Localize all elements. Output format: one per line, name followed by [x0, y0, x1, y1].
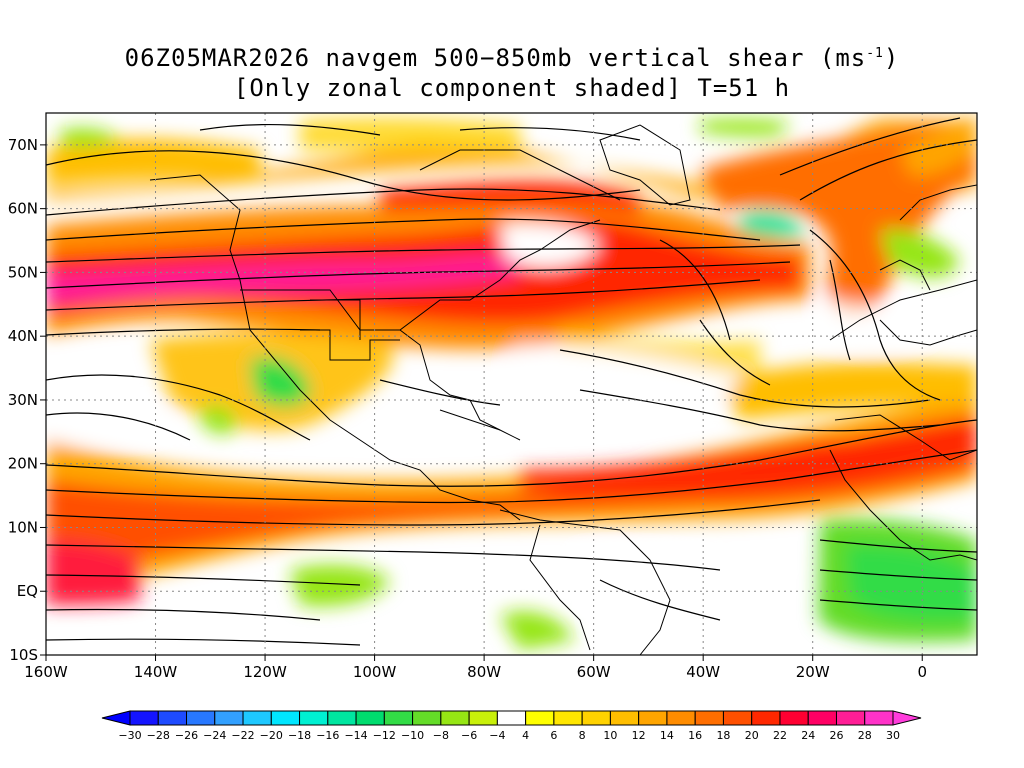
colorbar-label: 6 — [550, 729, 557, 742]
colorbar-label: 24 — [801, 729, 815, 742]
colorbar-label: 8 — [579, 729, 586, 742]
lat-label: 30N — [8, 391, 38, 409]
colorbar-label: 10 — [603, 729, 617, 742]
colorbar-label: 4 — [522, 729, 529, 742]
colorbar-label: −10 — [401, 729, 424, 742]
colorbar-swatch — [186, 710, 216, 726]
colorbar-swatch — [835, 710, 866, 726]
colorbar-swatch — [722, 710, 753, 726]
colorbar-swatch — [779, 710, 809, 726]
lon-label: 40W — [686, 663, 720, 681]
lat-label: EQ — [17, 582, 38, 600]
colorbar-swatch — [496, 710, 527, 726]
lat-label: 70N — [8, 136, 38, 154]
colorbar-label: −16 — [316, 729, 339, 742]
lon-label: 0 — [917, 663, 927, 681]
lat-label: 10N — [8, 518, 38, 536]
grid-lines — [46, 113, 977, 655]
title-line-1-text: 06Z05MAR2026 navgem 500−850mb vertical s… — [124, 44, 867, 72]
coastlines — [149, 124, 977, 655]
colorbar-label: −24 — [203, 729, 226, 742]
lon-label: 140W — [134, 663, 178, 681]
colorbar-swatch — [214, 710, 244, 726]
colorbar-label: −28 — [147, 729, 170, 742]
colorbar-label: 22 — [773, 729, 787, 742]
colorbar-swatch — [609, 710, 640, 726]
colorbar-swatch — [864, 710, 894, 726]
colorbar-swatch — [694, 710, 724, 726]
chart-title-line-1: 06Z05MAR2026 navgem 500−850mb vertical s… — [0, 44, 1024, 72]
colorbar-swatch — [581, 710, 611, 726]
colorbar-swatch — [242, 710, 272, 726]
map-frame — [45, 112, 978, 656]
colorbar-swatch — [468, 710, 498, 726]
colorbar-label: −22 — [231, 729, 254, 742]
colorbar-label: 16 — [688, 729, 702, 742]
colorbar-label: 12 — [632, 729, 646, 742]
axis-ticks — [40, 144, 923, 661]
lon-label: 100W — [353, 663, 397, 681]
colorbar-swatch — [638, 710, 668, 726]
colorbar-label: −12 — [373, 729, 396, 742]
colorbar-swatch — [355, 710, 385, 726]
lat-label: 40N — [8, 327, 38, 345]
streamlines — [46, 117, 977, 646]
lon-label: 120W — [243, 663, 287, 681]
colorbar-swatch — [553, 710, 583, 726]
colorbar-label: −18 — [288, 729, 311, 742]
colorbar-label: 14 — [660, 729, 674, 742]
title-line-1-end: ) — [883, 44, 900, 72]
title-unit-superscript: -1 — [866, 46, 884, 61]
colorbar-label: 28 — [858, 729, 872, 742]
colorbar-swatch — [327, 710, 357, 726]
lon-label: 60W — [577, 663, 611, 681]
lat-label: 60N — [8, 200, 38, 218]
colorbar: −30 −28 −26 −24 −22 −20 −18 −16 −14 −12 −10 −8 −6 −4 4… — [101, 710, 922, 742]
lon-label: 20W — [796, 663, 830, 681]
lat-label: 20N — [8, 455, 38, 473]
colorbar-label: −14 — [344, 729, 367, 742]
colorbar-label: −20 — [260, 729, 283, 742]
longitude-labels: 160W 140W 120W 100W 80W 60W 40W 20W 0 — [24, 663, 927, 681]
latitude-labels: 70N 60N 50N 40N 30N 20N 10N EQ 10S — [8, 136, 38, 664]
colorbar-label: −6 — [461, 729, 477, 742]
colorbar-swatch — [270, 710, 301, 726]
colorbar-swatch — [157, 710, 188, 726]
colorbar-label: 30 — [886, 729, 900, 742]
lon-label: 80W — [467, 663, 501, 681]
shaded-field — [46, 113, 977, 655]
colorbar-swatch — [129, 710, 159, 726]
colorbar-swatch — [525, 710, 555, 726]
colorbar-high-arrow — [892, 710, 922, 726]
lon-label: 160W — [24, 663, 68, 681]
colorbar-label: 26 — [829, 729, 843, 742]
colorbar-swatch — [412, 710, 442, 726]
colorbar-swatch — [440, 710, 470, 726]
colorbar-swatch — [751, 710, 781, 726]
lat-label: 10S — [9, 646, 38, 664]
colorbar-swatch — [807, 710, 837, 726]
colorbar-label: −8 — [433, 729, 449, 742]
colorbar-label: −30 — [118, 729, 141, 742]
lat-label: 50N — [8, 263, 38, 281]
colorbar-low-arrow — [101, 710, 131, 726]
colorbar-swatch — [383, 710, 414, 726]
colorbar-label: −26 — [175, 729, 198, 742]
colorbar-label: 20 — [745, 729, 759, 742]
chart-title-line-2: [Only zonal component shaded] T=51 h — [233, 74, 791, 102]
colorbar-label: −4 — [489, 729, 505, 742]
colorbar-swatch — [299, 710, 329, 726]
colorbar-label: 18 — [716, 729, 730, 742]
colorbar-swatch — [666, 710, 696, 726]
